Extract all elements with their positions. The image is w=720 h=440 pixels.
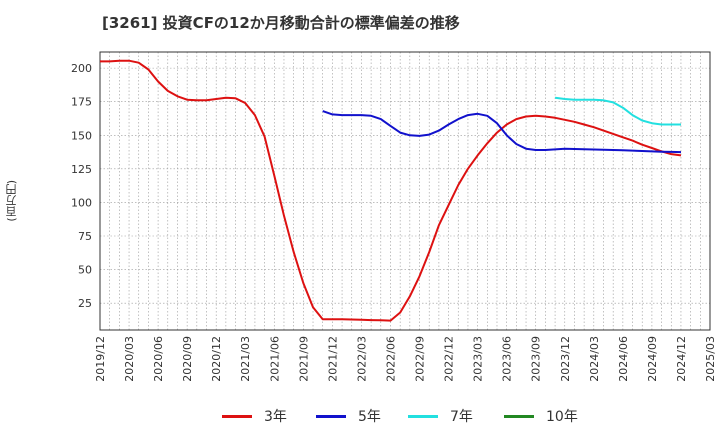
y-tick-labels: 25 50 75 100 125 150 175 200 [71, 62, 92, 310]
x-tick-label: 2024/12 [675, 336, 688, 382]
y-tick-label: 175 [71, 96, 92, 109]
x-tick-label: 2023/09 [530, 336, 543, 382]
legend-item: 10年 [504, 404, 578, 428]
x-tick-label: 2020/09 [181, 336, 194, 382]
x-tick-label: 2023/06 [501, 336, 514, 382]
x-tick-label: 2022/03 [355, 336, 368, 382]
legend: 3年 5年 7年 10年 [0, 404, 720, 428]
series-line-5年 [322, 110, 682, 154]
x-tick-label: 2021/09 [297, 336, 310, 382]
y-tick-label: 75 [78, 230, 92, 243]
legend-label: 5年 [358, 409, 381, 425]
y-tick-label: 125 [71, 163, 92, 176]
legend-label: 3年 [264, 409, 287, 425]
legend-swatch [504, 414, 534, 418]
x-tick-label: 2021/06 [268, 336, 281, 382]
y-tick-label: 50 [78, 264, 92, 277]
legend-item: 7年 [408, 404, 473, 428]
x-tick-label: 2021/12 [326, 336, 339, 382]
legend-item: 5年 [316, 404, 381, 428]
y-tick-label: 200 [71, 62, 92, 75]
legend-swatch [408, 414, 438, 418]
x-tick-label: 2025/03 [704, 336, 717, 382]
legend-item: 3年 [222, 404, 287, 428]
y-tick-label: 100 [71, 196, 92, 209]
series-line-7年 [554, 96, 681, 126]
legend-label: 7年 [450, 409, 473, 425]
series-lines [100, 59, 682, 322]
y-tick-label: 150 [71, 129, 92, 142]
legend-swatch [316, 414, 346, 418]
x-tick-label: 2020/03 [123, 336, 136, 382]
x-tick-label: 2020/12 [210, 336, 223, 382]
x-tick-label: 2019/12 [94, 336, 107, 382]
series-line-3年 [100, 59, 682, 322]
x-tick-label: 2021/03 [239, 336, 252, 382]
legend-label: 10年 [546, 409, 578, 425]
x-tick-label: 2022/12 [443, 336, 456, 382]
x-tick-label: 2023/12 [559, 336, 572, 382]
x-tick-label: 2022/09 [414, 336, 427, 382]
grid-lines [100, 52, 710, 330]
y-tick-label: 25 [78, 297, 92, 310]
chart-title: [3261] 投資CFの12か月移動合計の標準偏差の推移 [102, 14, 460, 32]
x-tick-label: 2024/06 [617, 336, 630, 382]
x-tick-label: 2024/03 [588, 336, 601, 382]
x-tick-label: 2024/09 [646, 336, 659, 382]
plot-area-frame [99, 51, 711, 331]
x-tick-label: 2023/03 [472, 336, 485, 382]
x-tick-label: 2020/06 [152, 336, 165, 382]
legend-swatch [222, 414, 252, 418]
x-tick-label: 2022/06 [384, 336, 397, 382]
x-tick-labels: 2019/12 2020/03 2020/06 2020/09 2020/12 2021/… [94, 336, 717, 382]
